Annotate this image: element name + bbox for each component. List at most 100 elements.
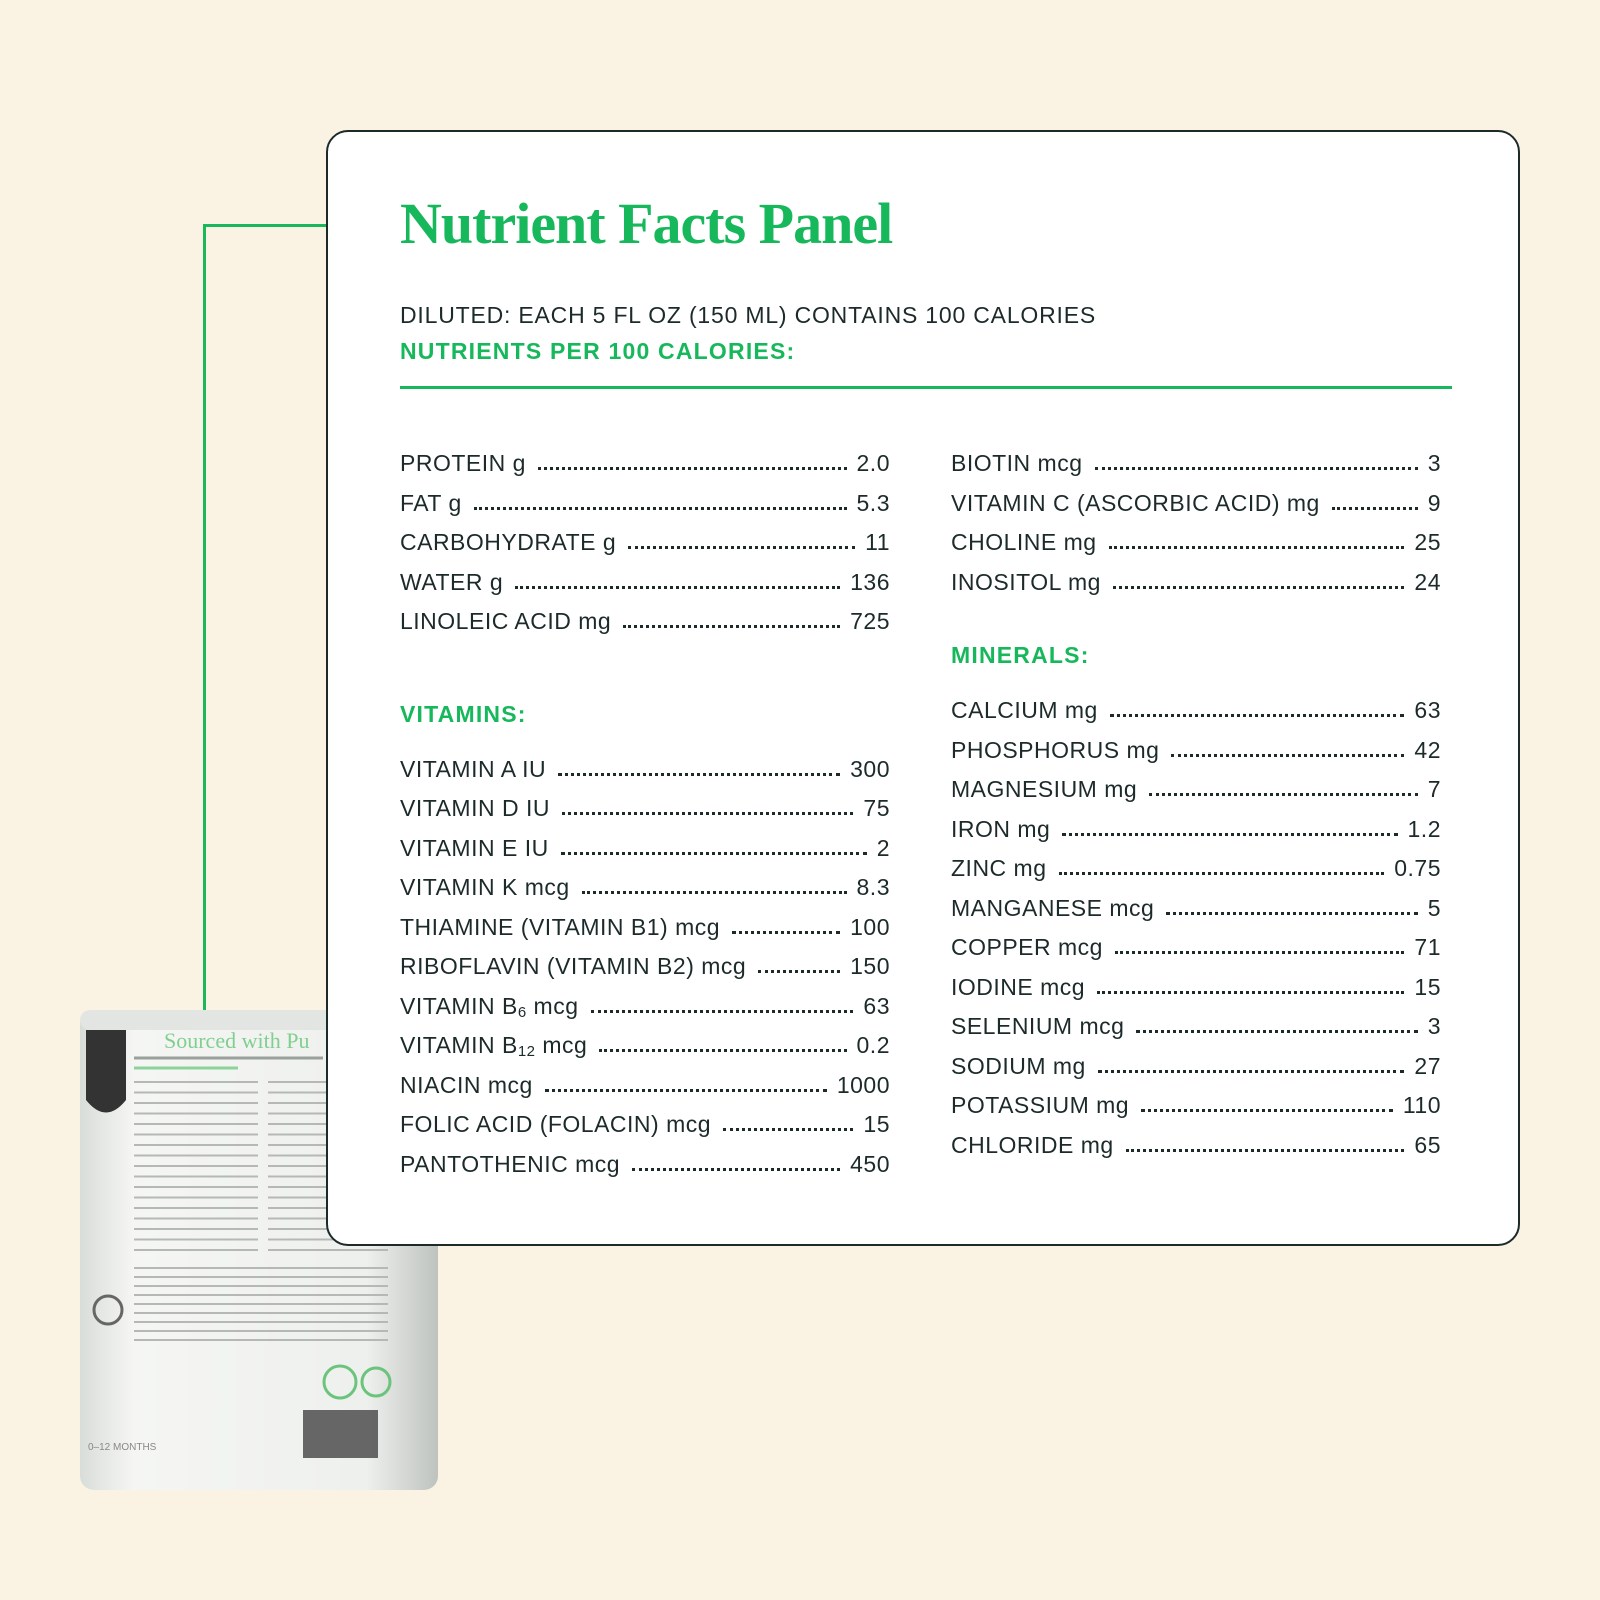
- nutrient-label: INOSITOL mg: [951, 569, 1101, 596]
- nutrient-facts-panel: Nutrient Facts Panel DILUTED: EACH 5 FL …: [326, 130, 1520, 1246]
- nutrient-row: IODINE mcg 15: [951, 974, 1441, 1014]
- nutrient-value: 300: [850, 755, 890, 782]
- serving-info: DILUTED: EACH 5 FL OZ (150 ML) CONTAINS …: [400, 302, 1096, 328]
- nutrient-name: VITAMIN E IU: [400, 834, 549, 861]
- nutrient-name: MAGNESIUM mg: [951, 776, 1138, 802]
- nutrient-name: VITAMIN C (ASCORBIC ACID) mg: [951, 489, 1320, 516]
- subscript: 6: [517, 1003, 527, 1021]
- subscript: 12: [517, 1043, 536, 1060]
- nutrient-row: SELENIUM mcg 3: [951, 1013, 1441, 1053]
- nutrient-value: 2.0: [856, 450, 890, 476]
- nutrient-label: WATER g: [400, 569, 503, 596]
- nutrient-row: BIOTIN mcg 3: [951, 450, 1441, 490]
- nutrient-row: FAT g 5.3: [400, 490, 890, 530]
- nutrient-row: MANGANESE mcg 5: [951, 895, 1441, 935]
- nutrient-row: CARBOHYDRATE g 11: [400, 529, 890, 569]
- nutrient-label: LINOLEIC ACID mg: [400, 608, 611, 635]
- nutrient-label: VITAMIN D IU: [400, 795, 550, 822]
- nutrient-name: VITAMIN D IU: [400, 795, 550, 821]
- divider: [400, 386, 1452, 389]
- nutrient-value: 7: [1427, 776, 1441, 802]
- nutrient-label: CARBOHYDRATE g: [400, 529, 616, 556]
- nutrient-value: 0.2: [856, 1032, 890, 1058]
- nutrient-row: THIAMINE (VITAMIN B1) mcg 100: [400, 914, 890, 954]
- nutrient-value: 15: [1414, 973, 1441, 1000]
- nutrient-name: LINOLEIC ACID mg: [400, 608, 612, 634]
- nutrient-name: SELENIUM mcg: [951, 1013, 1125, 1039]
- can-age-label: 0–12 MONTHS: [88, 1442, 157, 1453]
- nutrient-row: LINOLEIC ACID mg 725: [400, 608, 890, 648]
- nutrient-label: SODIUM mg: [951, 1053, 1086, 1080]
- nutrient-value: 65: [1414, 1131, 1441, 1158]
- nutrient-label: VITAMIN B6 mcg: [400, 993, 579, 1021]
- nutrient-label: VITAMIN E IU: [400, 835, 549, 862]
- unit: mcg: [535, 1032, 588, 1058]
- nutrient-value: 25: [1414, 529, 1441, 555]
- dot-leader: [560, 851, 867, 855]
- nutrient-name: VITAMIN K mcg: [400, 874, 570, 900]
- nutrient-value: 9: [1427, 489, 1441, 516]
- nutrient-value: 2: [876, 834, 890, 861]
- nutrient-value: 1000: [836, 1071, 890, 1098]
- nutrient-label: ZINC mg: [951, 855, 1047, 882]
- nutrient-name: PROTEIN g: [400, 450, 526, 476]
- nutrient-row: MAGNESIUM mg 7: [951, 776, 1441, 816]
- nutrient-name: SODIUM mg: [951, 1052, 1086, 1079]
- nutrient-label: IODINE mcg: [951, 974, 1085, 1001]
- nutrient-row: PHOSPHORUS mg 42: [951, 737, 1441, 777]
- dot-leader: [1094, 467, 1418, 470]
- nutrient-name: WATER g: [400, 568, 504, 595]
- nutrient-label: RIBOFLAVIN (VITAMIN B2) mcg: [400, 953, 746, 980]
- nutrient-label: POTASSIUM mg: [951, 1092, 1129, 1119]
- nutrient-label: CALCIUM mg: [951, 697, 1098, 724]
- nutrient-row: CALCIUM mg 63: [951, 697, 1441, 737]
- nutrient-label: VITAMIN C (ASCORBIC ACID) mg: [951, 490, 1320, 517]
- unit: mcg: [526, 992, 579, 1019]
- nutrient-row: VITAMIN D IU 75: [400, 795, 890, 835]
- nutrient-name: NIACIN mcg: [400, 1071, 533, 1098]
- nutrient-row: INOSITOL mg 24: [951, 569, 1441, 609]
- nutrient-name: IODINE mcg: [951, 973, 1086, 1000]
- nutrient-name: PANTOTHENIC mcg: [400, 1150, 621, 1177]
- dot-leader: [628, 546, 856, 549]
- nutrient-row: VITAMIN K mcg 8.3: [400, 874, 890, 914]
- nutrient-name: COPPER mcg: [951, 934, 1103, 960]
- dot-leader: [758, 970, 841, 973]
- dot-leader: [581, 891, 847, 894]
- nutrient-name: VITAMIN B: [400, 992, 518, 1019]
- dot-leader: [723, 1128, 854, 1131]
- nutrient-value: 75: [863, 795, 890, 821]
- dot-leader: [1141, 1109, 1393, 1112]
- dot-leader: [1125, 1148, 1405, 1152]
- dot-leader: [558, 772, 841, 776]
- nutrient-name: VITAMIN A IU: [400, 755, 547, 782]
- nutrient-value: 5: [1427, 894, 1441, 921]
- dot-leader: [599, 1049, 847, 1052]
- dot-leader: [1149, 793, 1418, 796]
- nutrient-value: 11: [865, 529, 890, 555]
- nutrient-label: FOLIC ACID (FOLACIN) mcg: [400, 1111, 711, 1138]
- nutrient-value: 450: [850, 1150, 890, 1177]
- nutrient-label: PHOSPHORUS mg: [951, 737, 1159, 764]
- nutrient-name: THIAMINE (VITAMIN B1) mcg: [400, 913, 721, 940]
- dot-leader: [1058, 872, 1385, 875]
- nutrient-name: MANGANESE mcg: [951, 894, 1155, 921]
- nutrient-label: VITAMIN A IU: [400, 756, 546, 783]
- can-headline: Sourced with Pu: [164, 1028, 309, 1053]
- nutrient-row: VITAMIN B6 mcg 63: [400, 993, 890, 1033]
- nutrient-value: 71: [1414, 934, 1441, 960]
- nutrient-name: VITAMIN B: [400, 1032, 518, 1058]
- dot-leader: [1166, 911, 1418, 915]
- nutrient-name: FOLIC ACID (FOLACIN) mcg: [400, 1111, 712, 1137]
- nutrient-name: CARBOHYDRATE g: [400, 529, 617, 555]
- dot-leader: [1062, 832, 1398, 836]
- nutrient-row: SODIUM mg 27: [951, 1053, 1441, 1093]
- nutrient-row: PROTEIN g 2.0: [400, 450, 890, 490]
- nutrient-row: RIBOFLAVIN (VITAMIN B2) mcg 150: [400, 953, 890, 993]
- nutrient-value: 136: [850, 568, 890, 595]
- panel-title: Nutrient Facts Panel: [400, 191, 893, 256]
- connector-line-vertical: [203, 224, 206, 1014]
- nutrient-value: 15: [863, 1111, 890, 1137]
- nutrient-name: INOSITOL mg: [951, 568, 1101, 595]
- nutrient-label: THIAMINE (VITAMIN B1) mcg: [400, 914, 720, 941]
